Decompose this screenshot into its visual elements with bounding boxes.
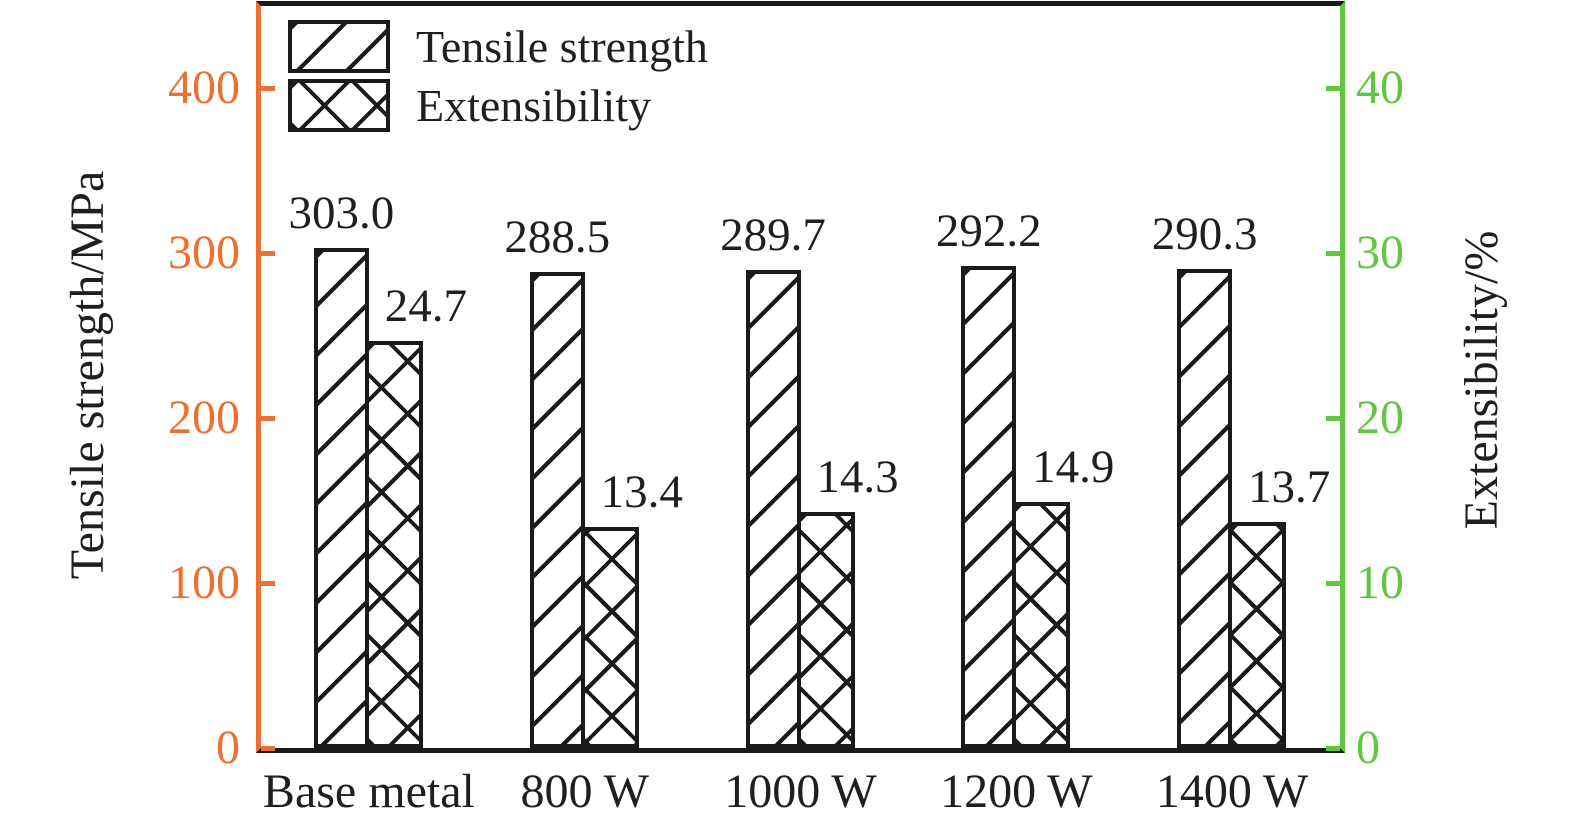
right-axis-tick	[1326, 250, 1340, 256]
extensibility-bar	[364, 340, 423, 748]
left-axis-tick-label: 200	[168, 391, 240, 445]
extensibility-value-label: 14.9	[1032, 441, 1115, 494]
right-axis-tick-label: 20	[1356, 391, 1404, 445]
diagonal-hatch-swatch-icon	[288, 20, 390, 73]
legend-item-extensibility: Extensibility	[288, 79, 708, 132]
right-axis-tick	[1326, 745, 1340, 751]
tensile-strength-bar	[529, 272, 585, 748]
tensile-strength-bar	[961, 266, 1017, 748]
extensibility-value-label: 13.4	[600, 466, 683, 519]
tensile-value-label: 289.7	[720, 209, 826, 262]
left-axis-tick	[261, 250, 275, 256]
legend: Tensile strength Extensibility	[288, 20, 708, 132]
x-axis-category-label: 800 W	[520, 765, 649, 818]
extensibility-bar	[1012, 502, 1071, 748]
tensile-strength-bar	[745, 270, 801, 748]
tensile-value-label: 303.0	[288, 187, 395, 240]
x-axis-category-label: 1400 W	[1155, 765, 1309, 818]
tensile-value-label: 292.2	[935, 205, 1042, 258]
tensile-value-label: 290.3	[1151, 208, 1258, 261]
x-axis-category-label: 1000 W	[724, 765, 877, 818]
left-axis-tick-label: 300	[168, 226, 240, 280]
left-axis-tick	[261, 580, 275, 586]
extensibility-value-label: 14.3	[816, 451, 899, 504]
right-axis-tick	[1326, 85, 1340, 91]
left-axis-tick-label: 100	[168, 556, 240, 610]
plot-area	[256, 1, 1345, 753]
legend-item-tensile-strength: Tensile strength	[288, 20, 708, 73]
tensile-strength-bar	[313, 248, 369, 748]
left-axis-tick-label: 400	[168, 61, 240, 115]
tensile-value-label: 288.5	[504, 211, 611, 264]
x-axis-category-label: Base metal	[262, 765, 475, 818]
left-axis-tick	[261, 415, 275, 421]
right-axis-tick	[1326, 580, 1340, 586]
x-axis-category-label: 1200 W	[940, 765, 1093, 818]
cross-hatch-swatch-icon	[288, 79, 390, 132]
right-axis-tick-label: 10	[1356, 556, 1404, 610]
legend-label-tensile-strength: Tensile strength	[416, 21, 708, 72]
right-axis-tick-label: 0	[1356, 721, 1380, 774]
left-axis-tick-label: 0	[216, 721, 240, 774]
extensibility-value-label: 24.7	[384, 279, 468, 332]
extensibility-bar	[580, 527, 639, 748]
legend-label-extensibility: Extensibility	[416, 80, 652, 131]
tensile-strength-bar	[1177, 269, 1233, 748]
left-axis-tick	[261, 745, 275, 751]
left-axis-tick	[261, 85, 275, 91]
extensibility-bar	[796, 512, 855, 748]
right-axis-tick-label: 40	[1356, 61, 1404, 115]
extensibility-bar	[1228, 522, 1287, 748]
right-axis-tick	[1326, 415, 1340, 421]
extensibility-value-label: 13.7	[1247, 461, 1331, 514]
right-axis-tick-label: 30	[1356, 226, 1404, 280]
